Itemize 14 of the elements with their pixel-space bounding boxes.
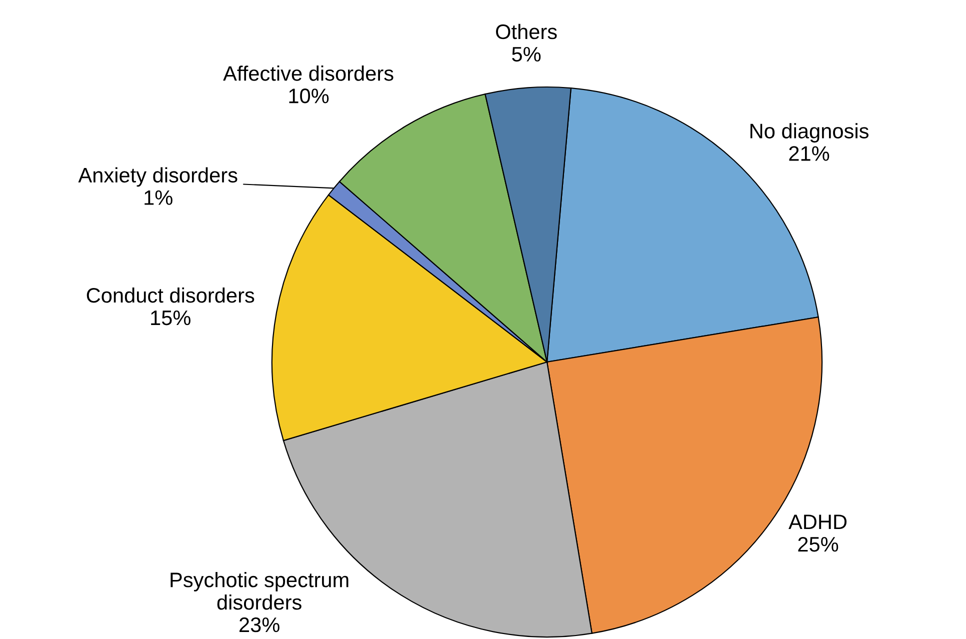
slice-label: ADHD <box>788 514 847 530</box>
slice-label: No diagnosis <box>750 123 868 143</box>
data-label: 10% <box>289 88 329 104</box>
slice-label: Anxiety disorders <box>78 167 238 187</box>
slice-label: Conduct disorders <box>86 287 254 303</box>
data-label: 25% <box>798 536 838 552</box>
slice-label: Others <box>496 24 557 40</box>
data-label: 21% <box>789 146 830 161</box>
data-label: 15% <box>151 310 190 326</box>
data-label: 23% <box>240 617 280 632</box>
data-label: 5% <box>512 46 541 62</box>
data-label: 1% <box>144 190 172 205</box>
slice-label: Affective disorders <box>223 66 394 81</box>
slice-label: Psychotic spectrum disorders <box>170 572 348 610</box>
